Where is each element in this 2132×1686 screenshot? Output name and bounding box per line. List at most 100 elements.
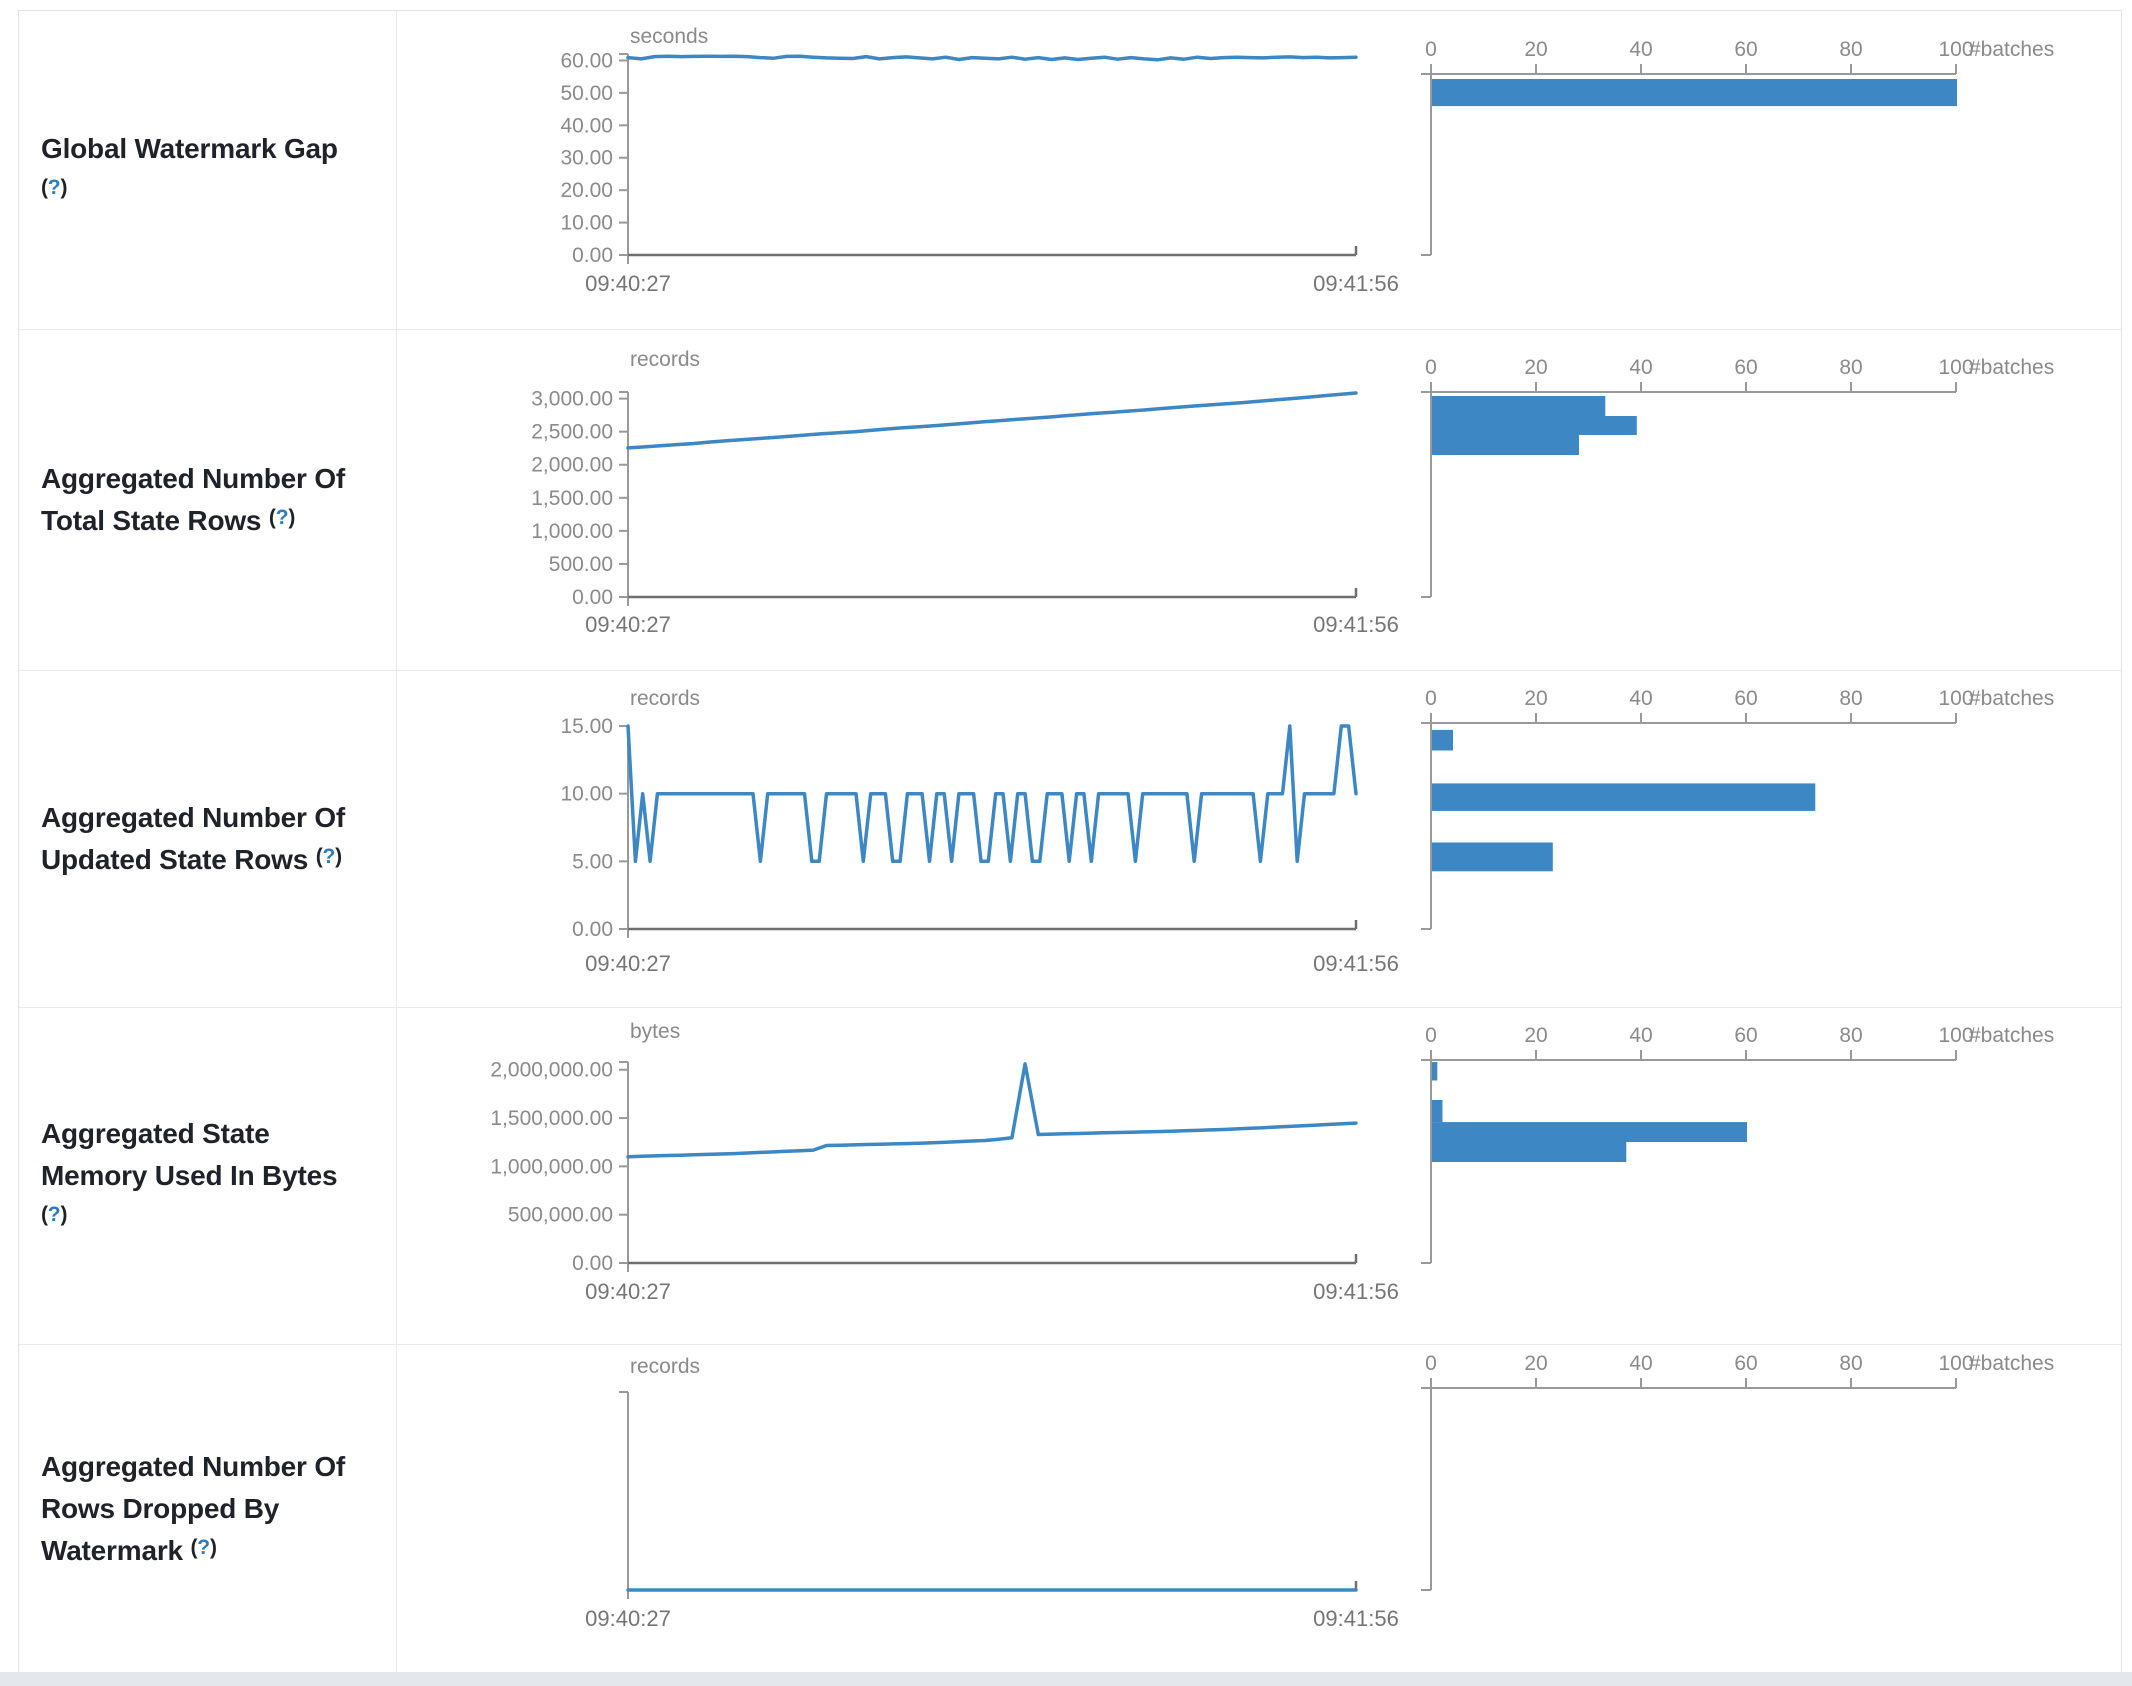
svg-text:60: 60 [1734,1024,1757,1047]
svg-text:30.00: 30.00 [560,147,613,170]
help-link[interactable]: (?) [41,176,68,199]
metric-row-state-memory: Aggregated State Memory Used In Bytes (?… [19,1008,2121,1345]
svg-text:2,500.00: 2,500.00 [531,421,613,444]
svg-text:60.00: 60.00 [560,49,613,72]
metric-row-rows-dropped-by-watermark: Aggregated Number Of Rows Dropped By Wat… [19,1345,2121,1673]
metric-label-cell: Global Watermark Gap (?) [19,11,397,329]
svg-text:40: 40 [1629,687,1652,710]
svg-text:1,500,000.00: 1,500,000.00 [490,1107,613,1130]
metric-title: Aggregated Number Of Updated State Rows [41,802,346,875]
svg-text:100: 100 [1938,687,1973,710]
question-mark-icon: ? [322,845,336,868]
timeline-chart: seconds 0.00 10.00 20.00 30.00 40.00 50.00 60.0… [560,25,1398,296]
metric-label-cell: Aggregated State Memory Used In Bytes (?… [19,1008,397,1344]
metric-row-watermark-gap: Global Watermark Gap (?) seconds 0.00 10.0… [19,11,2121,330]
svg-text:seconds: seconds [630,25,708,48]
svg-text:0: 0 [1425,687,1437,710]
svg-text:10.00: 10.00 [560,783,613,806]
svg-text:80: 80 [1839,356,1862,379]
help-link[interactable]: (?) [41,1203,68,1226]
metric-label: Aggregated Number Of Updated State Rows … [41,797,371,881]
svg-text:bytes: bytes [630,1020,680,1043]
streaming-statistics-table: Global Watermark Gap (?) seconds 0.00 10.0… [18,10,2122,1674]
histogram-chart: 0 20 40 60 80 100#batches [1421,1024,2054,1264]
histogram-chart: 0 20 40 60 80 100#batches [1421,687,2054,930]
svg-text:0: 0 [1425,38,1437,61]
svg-text:80: 80 [1839,687,1862,710]
svg-text:20: 20 [1524,1352,1547,1375]
svg-text:5.00: 5.00 [572,850,613,873]
metric-label-cell: Aggregated Number Of Updated State Rows … [19,671,397,1007]
svg-text:20: 20 [1524,38,1547,61]
question-mark-icon: ? [47,176,61,199]
metric-row-total-state-rows: Aggregated Number Of Total State Rows (?… [19,330,2121,671]
svg-text:60: 60 [1734,1352,1757,1375]
svg-text:60: 60 [1734,356,1757,379]
svg-text:#batches: #batches [1969,38,2054,61]
timeline-chart: records 0.00 500.00 1,000.00 1,500.00 2,000.0… [531,348,1399,637]
svg-text:20.00: 20.00 [560,179,613,202]
svg-text:1,000,000.00: 1,000,000.00 [490,1155,613,1178]
svg-text:09:40:27: 09:40:27 [585,1279,671,1304]
svg-text:40: 40 [1629,38,1652,61]
svg-text:09:41:56: 09:41:56 [1313,612,1399,637]
page-bottom-strip [0,1672,2132,1686]
svg-text:20: 20 [1524,1024,1547,1047]
svg-text:40.00: 40.00 [560,114,613,137]
metric-label-cell: Aggregated Number Of Rows Dropped By Wat… [19,1345,397,1673]
svg-text:2,000,000.00: 2,000,000.00 [490,1059,613,1082]
svg-text:100: 100 [1938,1352,1973,1375]
metric-label-cell: Aggregated Number Of Total State Rows (?… [19,330,397,670]
metric-label: Global Watermark Gap (?) [41,128,371,212]
metric-label: Aggregated Number Of Total State Rows (?… [41,458,371,542]
svg-text:09:41:56: 09:41:56 [1313,951,1399,976]
svg-text:records: records [630,687,700,710]
svg-text:60: 60 [1734,38,1757,61]
svg-text:1,000.00: 1,000.00 [531,520,613,543]
metric-row-updated-state-rows: Aggregated Number Of Updated State Rows … [19,671,2121,1008]
svg-text:0.00: 0.00 [572,1252,613,1275]
question-mark-icon: ? [275,506,289,529]
metric-title: Global Watermark Gap [41,133,338,164]
svg-text:0.00: 0.00 [572,244,613,267]
svg-text:15.00: 15.00 [560,715,613,738]
svg-text:records: records [630,1355,700,1378]
svg-text:09:40:27: 09:40:27 [585,1606,671,1631]
histogram-chart: 0 20 40 60 80 100#batches [1421,1352,2054,1591]
help-link[interactable]: (?) [268,506,296,529]
metric-title: Aggregated State Memory Used In Bytes [41,1118,338,1191]
svg-text:100: 100 [1938,1024,1973,1047]
svg-text:0.00: 0.00 [572,586,613,609]
svg-text:500.00: 500.00 [549,553,613,576]
chart-cell: bytes 0.00 500,000.00 1,000,000.00 1,500,000… [397,1008,2121,1344]
svg-text:1,500.00: 1,500.00 [531,487,613,510]
svg-text:0: 0 [1425,1352,1437,1375]
svg-text:10.00: 10.00 [560,212,613,235]
svg-text:#batches: #batches [1969,687,2054,710]
svg-text:0: 0 [1425,1024,1437,1047]
chart-cell: records 0.00 500.00 1,000.00 1,500.00 2,000.0… [397,330,2121,670]
svg-text:20: 20 [1524,356,1547,379]
svg-text:80: 80 [1839,1352,1862,1375]
help-link[interactable]: (?) [190,1536,217,1559]
svg-text:#batches: #batches [1969,356,2054,379]
svg-text:40: 40 [1629,1352,1652,1375]
svg-text:0: 0 [1425,356,1437,379]
svg-text:80: 80 [1839,1024,1862,1047]
svg-text:09:40:27: 09:40:27 [585,612,671,637]
help-link[interactable]: (?) [315,845,342,868]
question-mark-icon: ? [47,1203,61,1226]
svg-text:records: records [630,348,700,371]
svg-text:20: 20 [1524,687,1547,710]
metric-title: Aggregated Number Of Total State Rows [41,463,346,536]
svg-text:100: 100 [1938,356,1973,379]
chart-cell: records 09:40:27 09:41:56 0 20 40 60 80 100 #bat… [397,1345,2121,1673]
svg-text:80: 80 [1839,38,1862,61]
chart-cell: seconds 0.00 10.00 20.00 30.00 40.00 50.00 60.0… [397,11,2121,329]
svg-text:#batches: #batches [1969,1024,2054,1047]
svg-text:40: 40 [1629,1024,1652,1047]
chart-cell: records 0.00 5.00 10.00 15.00 09:40:27 09:41:5… [397,671,2121,1007]
histogram-chart: 0 20 40 60 80 100#batches [1421,38,2054,256]
svg-text:#batches: #batches [1969,1352,2054,1375]
question-mark-icon: ? [197,1536,210,1559]
